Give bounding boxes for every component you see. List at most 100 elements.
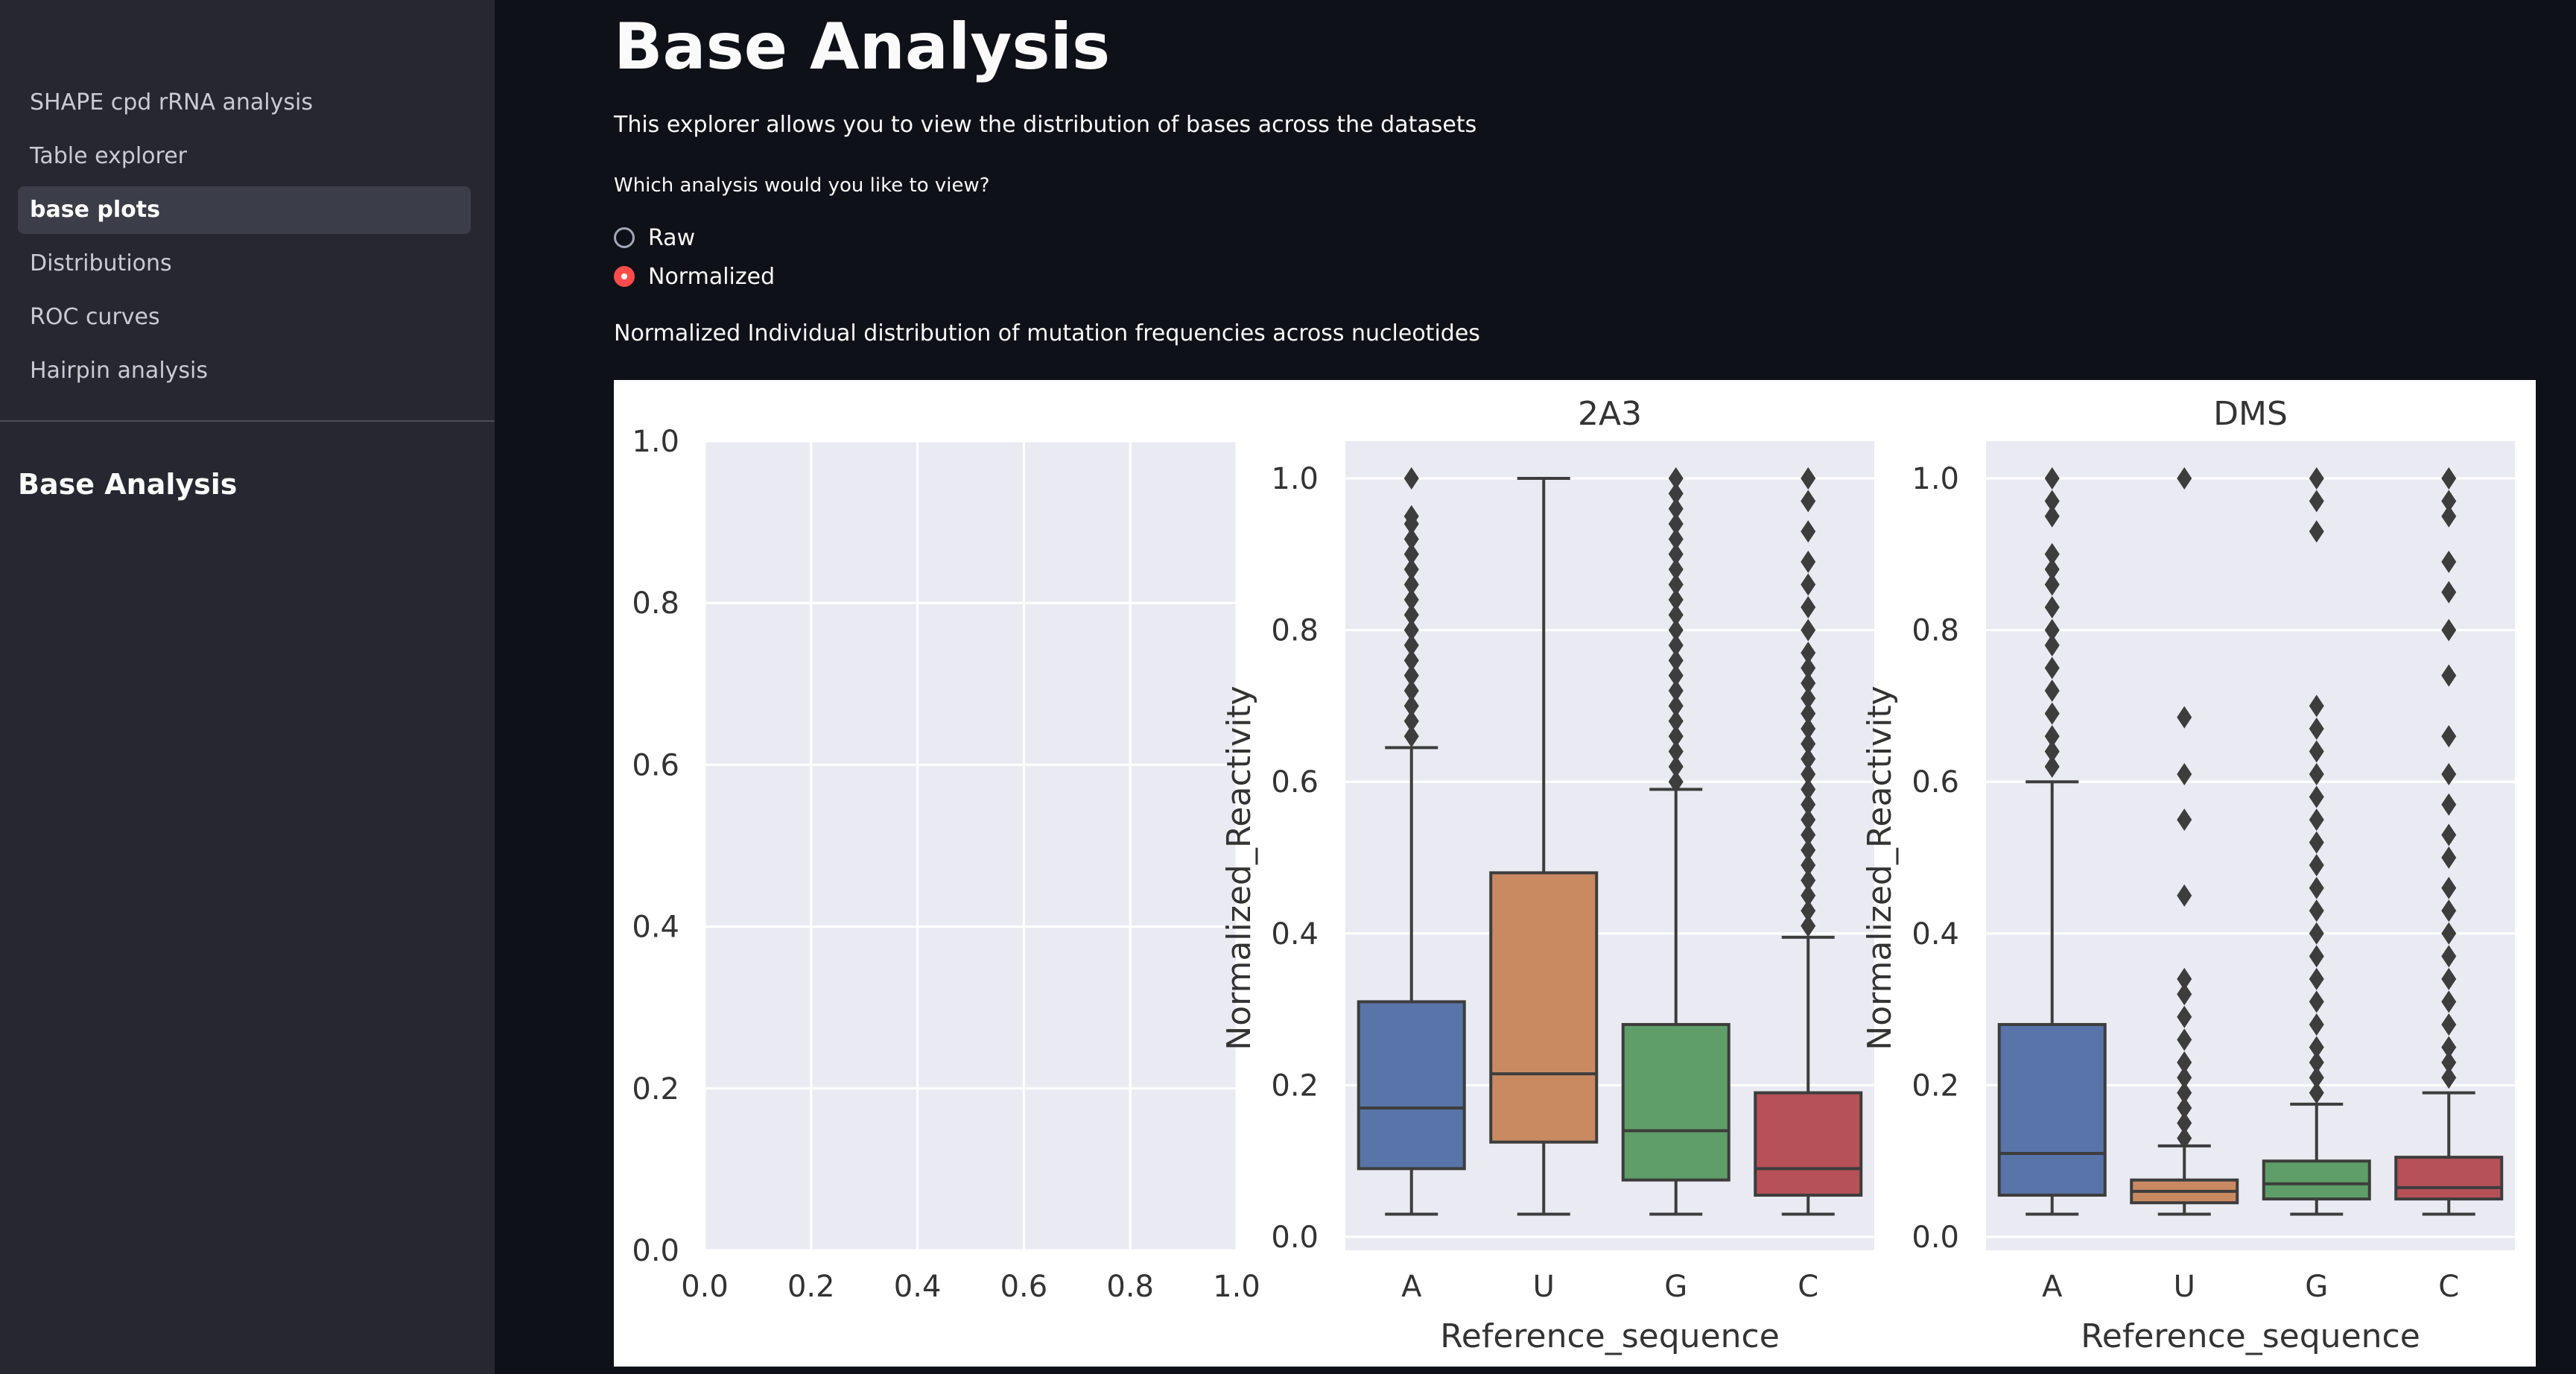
chart-dms-outlier-u <box>2177 706 2192 729</box>
x-tick-label: 0.2 <box>787 1270 835 1304</box>
chart-2a3-outlier-c <box>1801 884 1816 907</box>
chart-dms-outlier-a <box>2044 702 2060 725</box>
radio-option-raw[interactable]: Raw <box>614 221 695 254</box>
nav-item-base-plots[interactable]: base plots <box>18 186 471 234</box>
x-tick-label: 0.0 <box>681 1270 729 1304</box>
chart-dms-outlier-u <box>2177 983 2192 1006</box>
nav-item-table-explorer[interactable]: Table explorer <box>30 143 187 169</box>
radio-circle-normalized[interactable] <box>614 266 635 287</box>
chart-2a3-outlier-g <box>1668 664 1684 687</box>
analysis-question: Which analysis would you like to view? <box>614 174 990 197</box>
chart-2a3-outlier-g <box>1668 588 1684 611</box>
x-tick-label: U <box>2174 1270 2195 1304</box>
chart-dms-outlier-g <box>2309 763 2324 786</box>
chart-dms-outlier-g <box>2309 922 2324 945</box>
chart-2a3-outlier-a <box>1403 618 1419 642</box>
chart-2a3-outlier-c <box>1801 778 1816 801</box>
chart-dms-outlier-c <box>2441 1066 2457 1089</box>
radio-label-normalized: Normalized <box>648 263 775 290</box>
chart-dms-outlier-u <box>2177 1127 2192 1150</box>
chart-dms-outlier-a <box>2044 740 2060 763</box>
nav-item-distributions[interactable]: Distributions <box>30 250 172 276</box>
chart-2a3-outlier-c <box>1801 618 1816 642</box>
sidebar: SHAPE cpd rRNA analysis Table explorer b… <box>0 0 495 1374</box>
y-tick-label: 1.0 <box>632 425 679 459</box>
chart-dms-outlier-u <box>2177 467 2192 490</box>
chart-2a3-box-g <box>1621 1022 1730 1182</box>
chart-dms-outlier-g <box>2309 854 2324 877</box>
chart-dms-outlier-a <box>2044 633 2060 656</box>
chart-2a3-outlier-c <box>1801 573 1816 596</box>
chart-dms-outlier-c <box>2441 1013 2457 1036</box>
x-tick-label: G <box>2305 1270 2328 1304</box>
chart-2a3-outlier-g <box>1668 680 1684 703</box>
chart-2a3-outlier-a <box>1403 664 1419 687</box>
x-tick-label: C <box>2438 1270 2459 1304</box>
chart-2a3-outlier-g <box>1668 467 1684 490</box>
y-tick-label: 0.2 <box>1271 1069 1319 1103</box>
chart-dms-outlier-c <box>2441 967 2457 990</box>
chart-2a3-outlier-c <box>1801 702 1816 725</box>
chart-dms-outlier-c <box>2441 823 2457 846</box>
radio-circle-raw[interactable] <box>614 227 635 248</box>
chart-dms-outlier-c <box>2441 793 2457 816</box>
chart-dms-outlier-g <box>2309 717 2324 740</box>
chart-dms-outlier-u <box>2177 1051 2192 1074</box>
chart-2a3-outlier-g <box>1668 633 1684 656</box>
chart-dms-outlier-a <box>2044 558 2060 581</box>
chart-2a3-y-axis-label: Normalized_Reactivity <box>1220 686 1258 1050</box>
radio-option-normalized[interactable]: Normalized <box>614 260 775 293</box>
x-tick-label: 0.4 <box>894 1270 942 1304</box>
chart-dms-outlier-a <box>2044 542 2060 566</box>
chart-dms-outlier-u <box>2177 1028 2192 1051</box>
chart-2a3-outlier-g <box>1668 528 1684 551</box>
chart-2a3-outlier-g <box>1668 542 1684 566</box>
chart-2a3-outlier-c <box>1801 808 1816 832</box>
nav-item-roc-curves[interactable]: ROC curves <box>30 304 160 330</box>
chart-dms-outlier-a <box>2044 725 2060 748</box>
sidebar-heading: Base Analysis <box>18 468 238 501</box>
x-tick-label: A <box>1401 1270 1422 1304</box>
y-tick-label: 1.0 <box>1271 462 1319 496</box>
chart-2a3-outlier-c <box>1801 747 1816 770</box>
y-tick-label: 0.0 <box>1271 1221 1319 1255</box>
chart-dms-box-a <box>1997 1022 2107 1197</box>
chart-dms-outlier-g <box>2309 1036 2324 1059</box>
chart-2a3-outlier-a <box>1403 680 1419 703</box>
chart-dms-outlier-g <box>2309 520 2324 543</box>
chart-dms-outlier-c <box>2441 922 2457 945</box>
chart-2a3-outlier-g <box>1668 482 1684 505</box>
chart-dms-outlier-c <box>2441 725 2457 748</box>
chart-2a3-outlier-a <box>1403 528 1419 551</box>
main-content: Base Analysis This explorer allows you t… <box>495 0 2576 1374</box>
chart-dms-outlier-c <box>2441 945 2457 968</box>
chart-dms-outlier-c <box>2441 467 2457 490</box>
chart-dms-outlier-g <box>2309 967 2324 990</box>
chart-dms-outlier-c <box>2441 504 2457 528</box>
chart-dms-outlier-a <box>2044 467 2060 490</box>
y-tick-label: 0.2 <box>1912 1069 1959 1103</box>
chart-2a3-outlier-a <box>1403 694 1419 718</box>
chart-2a3-outlier-c <box>1801 793 1816 816</box>
x-tick-label: A <box>2042 1270 2063 1304</box>
chart-2a3-outlier-a <box>1403 504 1419 528</box>
chart-dms-outlier-a <box>2044 755 2060 778</box>
sidebar-divider <box>0 420 495 422</box>
chart-dms-box-c <box>2394 1156 2504 1201</box>
y-tick-label: 0.8 <box>632 586 679 621</box>
x-tick-label: 0.6 <box>1000 1270 1048 1304</box>
nav-item-hairpin-analysis[interactable]: Hairpin analysis <box>30 358 209 384</box>
chart-2a3-outlier-a <box>1403 588 1419 611</box>
chart-dms-outlier-a <box>2044 656 2060 680</box>
page-title: Base Analysis <box>614 10 1111 84</box>
chart-2a3-box-u <box>1489 871 1599 1144</box>
chart-dms-outlier-c <box>2441 664 2457 687</box>
chart-dms-outlier-c <box>2441 550 2457 573</box>
chart-2a3-outlier-a <box>1403 709 1419 732</box>
y-tick-label: 0.6 <box>632 748 679 782</box>
chart-dms-outlier-g <box>2309 1013 2324 1036</box>
chart-2a3-outlier-g <box>1668 513 1684 536</box>
chart-dms-outlier-g <box>2309 876 2324 899</box>
nav-item-shape-cpd-rrna-analysis[interactable]: SHAPE cpd rRNA analysis <box>30 89 313 115</box>
chart-2a3-outlier-a <box>1403 558 1419 581</box>
